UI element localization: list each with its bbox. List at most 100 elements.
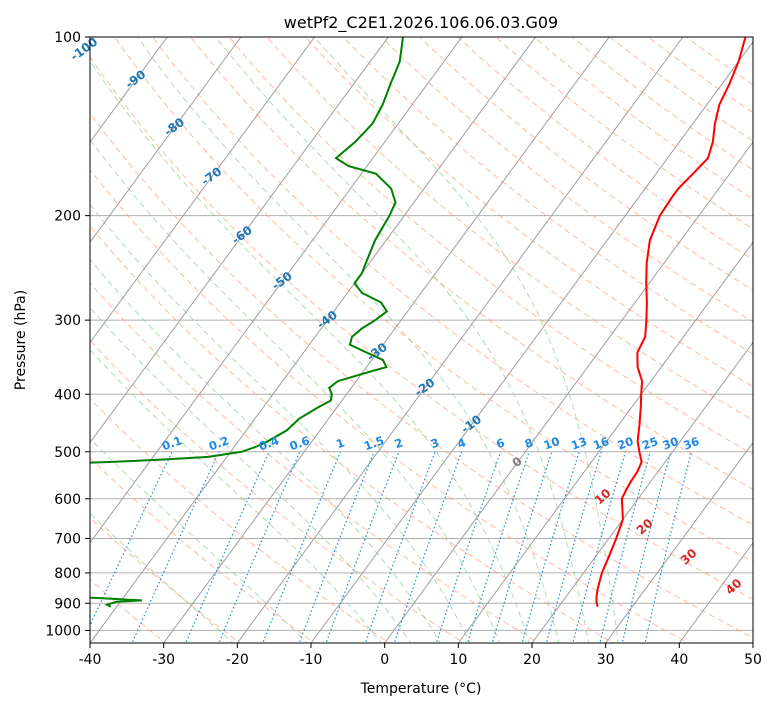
mixing-ratio-label: 16	[591, 434, 611, 453]
mixing-ratio-line	[364, 451, 436, 643]
x-tick-label: 30	[597, 652, 615, 668]
dry-adiabat-line	[190, 37, 753, 490]
y-tick-label: 600	[54, 492, 81, 508]
isotherm-label: -20	[412, 375, 438, 399]
temperature-line	[595, 37, 747, 608]
dewpoint-line	[90, 37, 404, 608]
dry-adiabat-line	[90, 225, 615, 643]
isotherm-line	[90, 37, 536, 643]
dry-adiabat-line	[90, 397, 391, 643]
mixing-ratio-line	[393, 451, 463, 643]
y-tick-label: 400	[54, 387, 81, 403]
moist-adiabat-line	[90, 512, 234, 643]
dry-adiabat-line	[90, 168, 690, 643]
dry-adiabat-line	[380, 37, 753, 323]
x-tick-label: -10	[300, 652, 323, 668]
axes: -40 -30 -20 -10 0 10 20 30 40 5010020030040050060…	[45, 30, 762, 668]
x-tick-label: -40	[79, 652, 102, 668]
mixing-ratio-line	[218, 451, 301, 643]
mixing-ratio-label: 0.4	[257, 433, 281, 453]
x-tick-label: 20	[523, 652, 541, 668]
dry-adiabat-line	[90, 517, 241, 643]
mixing-ratio-label: 30	[661, 434, 681, 453]
isotherm-label: -50	[269, 269, 295, 293]
y-tick-label: 1000	[45, 623, 81, 639]
moist-adiabat-line	[90, 259, 441, 643]
isotherm-line	[531, 341, 753, 643]
isotherm-line	[605, 441, 753, 643]
y-axis-label: Pressure (hPa)	[13, 290, 29, 390]
mixing-ratio-line	[491, 451, 553, 643]
isotherm-line	[90, 37, 315, 344]
isotherm-line	[90, 37, 242, 244]
mixing-ratio-line	[644, 451, 693, 643]
chart-title: wetPf2_C2E1.2026.106.06.03.G09	[284, 13, 558, 33]
moist-adiabat-line	[90, 306, 412, 643]
isotherm-line	[90, 37, 168, 143]
mixing-ratio-label: 3	[429, 435, 441, 451]
isotherm-label: -40	[314, 308, 340, 332]
dry-adiabat-line	[90, 457, 316, 643]
mixing-ratio-label: 1	[334, 435, 346, 451]
isotherm-line	[90, 37, 389, 444]
moist-adiabat-line	[215, 37, 590, 643]
isotherm-label: -80	[161, 115, 187, 139]
moist-adiabat-line	[90, 138, 501, 643]
dry-adiabat-line	[228, 37, 753, 455]
x-tick-label: 0	[380, 652, 389, 668]
x-tick-label: 10	[449, 652, 467, 668]
y-tick-label: 200	[54, 209, 81, 225]
mixing-ratio-label: 4	[455, 435, 467, 451]
mixing-ratio-line	[621, 451, 672, 643]
moist-adiabat-line	[137, 37, 560, 643]
x-tick-label: -20	[226, 652, 249, 668]
isotherm-line	[236, 37, 684, 643]
mixing-ratio-label: 0.1	[160, 433, 184, 453]
isotherm-line	[163, 37, 610, 643]
mixing-ratio-label: 36	[681, 434, 701, 453]
dry-adiabat-label: 10	[592, 486, 614, 508]
mixing-ratio-line	[435, 451, 502, 643]
mixing-ratio-line	[298, 451, 375, 643]
moist-adiabat-line	[90, 349, 382, 643]
dry-adiabat-line	[90, 112, 753, 639]
dry-adiabat-line	[571, 37, 753, 171]
mixing-ratio-label: 2	[393, 435, 405, 451]
mixing-ratio-line	[90, 451, 173, 627]
x-tick-label: -30	[152, 652, 175, 668]
y-tick-label: 700	[54, 532, 81, 548]
moist-adiabat-line	[90, 437, 308, 643]
dry-adiabat-line	[266, 37, 753, 421]
isotherm-line	[90, 37, 463, 544]
isotherm-label: -30	[364, 340, 390, 364]
mixing-ratio-label: 0.2	[207, 433, 231, 453]
isotherm-label: -10	[458, 412, 484, 436]
mixing-ratio-line	[545, 451, 602, 643]
dry-adiabat-line	[90, 56, 753, 600]
mixing-ratio-line	[599, 451, 651, 643]
dry-adiabat-label: 30	[678, 546, 700, 568]
x-axis-label: Temperature (°C)	[360, 681, 482, 697]
isotherm-label: -70	[199, 164, 225, 188]
plot-frame	[89, 36, 754, 644]
moist-adiabat-line	[90, 203, 471, 643]
isotherm-label: -60	[229, 223, 255, 247]
profile-lines	[90, 37, 747, 608]
y-tick-label: 800	[54, 566, 81, 582]
mixing-ratio-label: 1.5	[362, 433, 386, 453]
background-lines	[90, 37, 753, 643]
mixing-ratio-line	[131, 451, 220, 643]
isotherm-line	[457, 241, 753, 643]
x-tick-label: 40	[670, 652, 688, 668]
mixing-ratio-line	[262, 451, 341, 643]
mixing-ratio-label: 20	[615, 434, 635, 453]
mixing-ratio-label: 6	[494, 435, 506, 451]
mixing-ratio-line	[325, 451, 400, 643]
y-tick-label: 900	[54, 596, 81, 612]
mixing-ratio-label: 13	[569, 434, 589, 453]
moist-adiabat-line	[90, 60, 530, 643]
isotherm-line	[752, 642, 753, 643]
mixing-ratio-label: 0.6	[288, 433, 312, 453]
dry-adiabat-line	[304, 37, 753, 388]
y-tick-label: 500	[54, 445, 81, 461]
